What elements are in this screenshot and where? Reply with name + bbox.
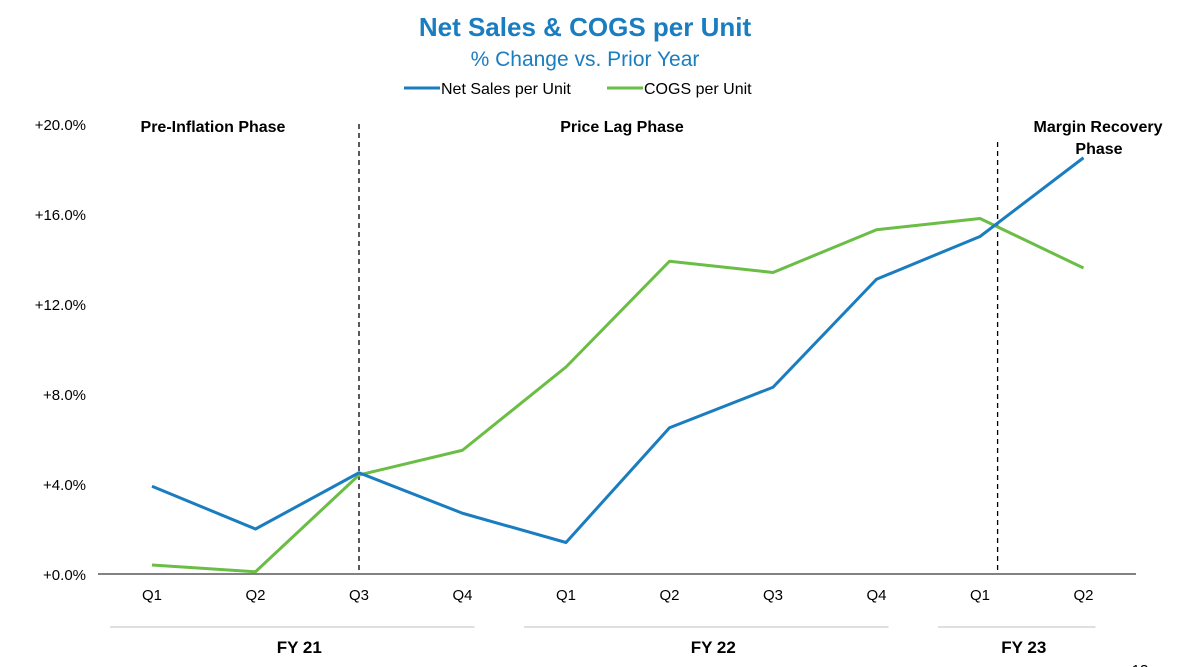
series-layer: [151, 156, 1085, 574]
fiscal-year-groups: FY 21 FY 22 FY 23: [110, 626, 1096, 657]
x-tick-label: Q1: [970, 587, 990, 604]
x-tick-label: Q2: [245, 587, 265, 604]
group-label-fy22: FY 22: [691, 638, 736, 657]
phase-label-price-lag: Price Lag Phase: [560, 119, 684, 136]
group-label-fy23: FY 23: [1001, 638, 1046, 657]
phase-label-margin-recovery-line2: Phase: [1075, 141, 1122, 158]
x-tick-label: Q4: [866, 587, 886, 604]
group-label-fy21: FY 21: [277, 638, 322, 657]
series-line-cogs: [151, 217, 1085, 574]
chart-title: Net Sales & COGS per Unit: [419, 12, 752, 42]
y-tick-label: +16.0%: [35, 207, 86, 224]
y-tick-label: +0.0%: [43, 567, 86, 584]
y-tick-label: +12.0%: [35, 297, 86, 314]
phase-labels: Pre-Inflation Phase Price Lag Phase Marg…: [141, 119, 1163, 158]
x-tick-label: Q3: [763, 587, 783, 604]
y-tick-label: +4.0%: [43, 477, 86, 494]
y-axis-ticks: +0.0% +4.0% +8.0% +12.0% +16.0% +20.0%: [35, 117, 86, 584]
y-tick-label: +8.0%: [43, 387, 86, 404]
phase-label-pre-inflation: Pre-Inflation Phase: [141, 119, 286, 136]
y-tick-label: +20.0%: [35, 117, 86, 134]
x-tick-label: Q2: [659, 587, 679, 604]
x-tick-label: Q1: [556, 587, 576, 604]
legend-label-net-sales: Net Sales per Unit: [441, 81, 571, 98]
phase-dividers: [358, 124, 999, 574]
x-tick-label: Q2: [1073, 587, 1093, 604]
page-number: 13: [1132, 662, 1149, 667]
x-axis-ticks: Q1 Q2 Q3 Q4 Q1 Q2 Q3 Q4 Q1 Q2: [142, 587, 1094, 604]
chart-subtitle: % Change vs. Prior Year: [471, 48, 700, 71]
legend-label-cogs: COGS per Unit: [644, 81, 752, 98]
legend: Net Sales per Unit COGS per Unit: [404, 81, 752, 98]
phase-label-margin-recovery: Margin Recovery: [1034, 119, 1163, 136]
x-tick-label: Q1: [142, 587, 162, 604]
x-tick-label: Q4: [452, 587, 472, 604]
series-line-net-sales: [151, 156, 1085, 544]
x-tick-label: Q3: [349, 587, 369, 604]
